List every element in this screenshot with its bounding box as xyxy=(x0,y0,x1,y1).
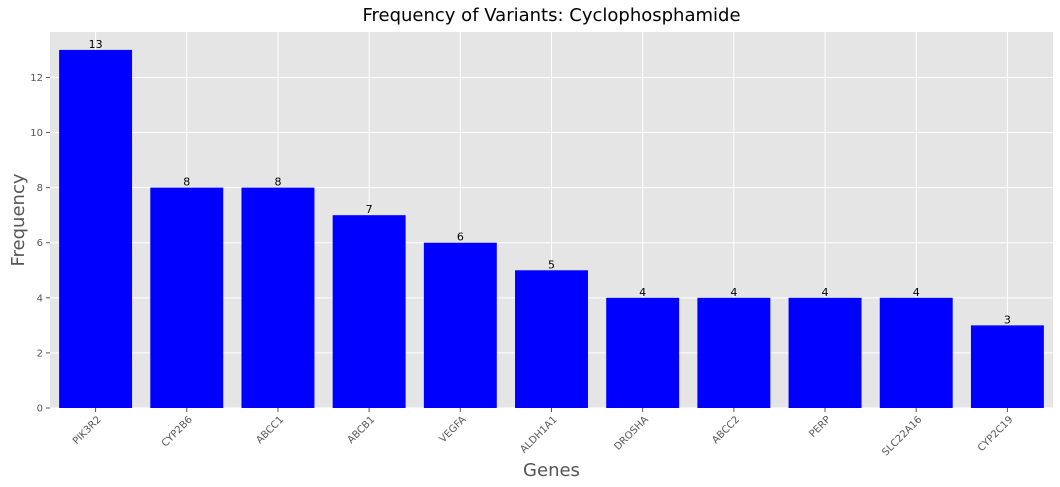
x-tick-label: CYP2C19 xyxy=(976,414,1016,454)
y-tick-label: 10 xyxy=(30,128,43,139)
bar-vegfa xyxy=(423,242,497,408)
y-tick-label: 8 xyxy=(37,183,43,194)
bar-cyp2c19 xyxy=(970,325,1044,408)
bar-cyp2b6 xyxy=(150,187,224,408)
bar-abcc2 xyxy=(697,297,771,408)
x-tick-label: DROSHA xyxy=(612,414,650,452)
bar-slc22a16 xyxy=(879,297,953,408)
bar-aldh1a1 xyxy=(515,270,588,408)
x-tick-label: VEGFA xyxy=(438,414,469,445)
bar-drosha xyxy=(606,297,680,408)
y-tick-label: 0 xyxy=(37,404,43,415)
bar-value-label: 4 xyxy=(913,286,920,299)
x-tick-label: PIK3R2 xyxy=(71,414,104,447)
x-tick-label: SLC22A16 xyxy=(880,414,924,458)
y-tick-label: 2 xyxy=(37,348,43,359)
bar-value-label: 4 xyxy=(730,286,737,299)
bar-value-label: 13 xyxy=(89,38,103,51)
x-axis-ticks: PIK3R2 CYP2B6 ABCC1 ABCB1 VEGFA ALDH1A1 DROSHA… xyxy=(71,408,1016,458)
x-axis-label: Genes xyxy=(523,460,580,481)
bar-abcb1 xyxy=(332,215,406,408)
y-tick-label: 4 xyxy=(37,293,43,304)
x-tick-label: PERP xyxy=(807,414,833,440)
bar-value-label: 6 xyxy=(457,231,464,244)
x-tick-label: ABCB1 xyxy=(346,414,378,446)
bars xyxy=(59,49,1044,409)
x-tick-label: ALDH1A1 xyxy=(518,414,559,455)
bar-value-label: 8 xyxy=(183,176,190,189)
bar-pik3r2 xyxy=(59,49,133,409)
bar-value-label: 8 xyxy=(274,176,281,189)
y-tick-label: 12 xyxy=(30,73,43,84)
chart-title: Frequency of Variants: Cyclophosphamide xyxy=(362,5,740,26)
bar-value-label: 5 xyxy=(548,258,555,271)
x-tick-label: ABCC2 xyxy=(710,414,742,446)
y-axis-ticks: 0 2 4 6 8 10 12 xyxy=(30,73,50,415)
bar-value-label: 4 xyxy=(822,286,829,299)
x-tick-label: ABCC1 xyxy=(254,414,286,446)
bar-value-label: 4 xyxy=(639,286,646,299)
bar-abcc1 xyxy=(241,187,315,408)
y-axis-label: Frequency xyxy=(8,173,29,266)
y-tick-label: 6 xyxy=(37,238,43,249)
bar-perp xyxy=(788,297,862,408)
bar-value-labels: 13 8 8 7 6 5 4 4 4 4 3 xyxy=(89,38,1011,326)
x-tick-label: CYP2B6 xyxy=(160,414,195,449)
bar-value-label: 7 xyxy=(366,203,373,216)
bar-value-label: 3 xyxy=(1004,313,1011,326)
